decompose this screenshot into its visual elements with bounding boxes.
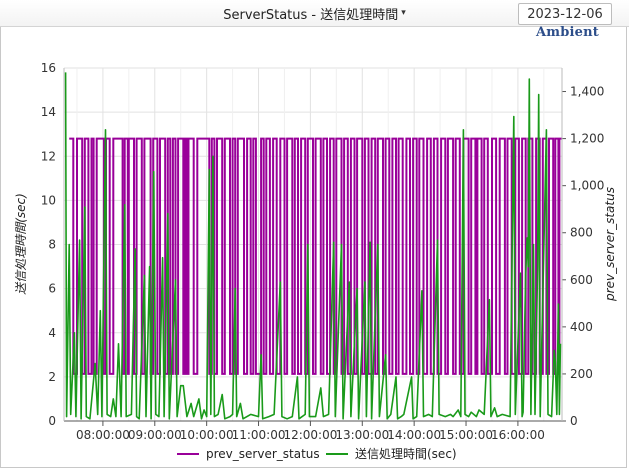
x-tick-label: 11:00:00 [232,428,286,442]
y-left-tick-label: 10 [41,193,56,207]
x-tick-label: 16:00:00 [491,428,545,442]
date-picker-input[interactable]: 2023-12-06 [518,3,612,25]
y-right-tick-label: 0 [570,414,578,428]
y-right-tick-label: 600 [570,273,593,287]
y-left-tick-label: 12 [41,149,56,163]
y-right-tick-label: 1,200 [570,132,604,146]
y-left-tick-label: 2 [48,370,56,384]
y-axis-left-label: 送信処理時間(sec) [14,193,28,295]
y-left-tick-label: 8 [48,238,56,252]
y-right-tick-label: 200 [570,367,593,381]
chart-axes: 0 2 4 6 8 10 12 14 16 0 200 400 600 800 1,000 1,200 1,40… [41,61,605,442]
y-right-tick-label: 400 [570,320,593,334]
y-left-tick-label: 0 [48,414,56,428]
y-right-tick-label: 800 [570,226,593,240]
brand-logo[interactable]: Ambient [536,25,599,40]
series-line-prev-server-status [69,137,562,375]
chart-series-group [64,72,562,420]
y-right-tick-label: 1,000 [570,179,604,193]
x-tick-label: 15:00:00 [439,428,493,442]
x-tick-label: 10:00:00 [180,428,234,442]
y-left-tick-label: 16 [41,61,56,75]
legend-label[interactable]: 送信処理時間(sec) [355,446,457,461]
series-line-send-time [64,72,562,420]
y-left-tick-label: 6 [48,282,56,296]
x-tick-label: 14:00:00 [387,428,441,442]
y-axis-right-label: prev_server_status [603,187,617,302]
x-tick-label: 13:00:00 [335,428,389,442]
chart-title: ServerStatus - 送信処理時間 [223,7,399,23]
chart-title-dropdown[interactable]: ServerStatus - 送信処理時間 ▾ [0,0,629,26]
legend-label[interactable]: prev_server_status [206,447,320,461]
y-left-tick-label: 4 [48,326,56,340]
chart-legend[interactable]: prev_server_status 送信処理時間(sec) [177,446,457,461]
x-tick-label: 08:00:00 [76,428,130,442]
x-tick-label: 12:00:00 [283,428,337,442]
x-tick-label: 09:00:00 [128,428,182,442]
y-left-tick-label: 14 [41,105,56,119]
y-right-tick-label: 1,400 [570,85,604,99]
caret-down-icon: ▾ [401,8,406,18]
